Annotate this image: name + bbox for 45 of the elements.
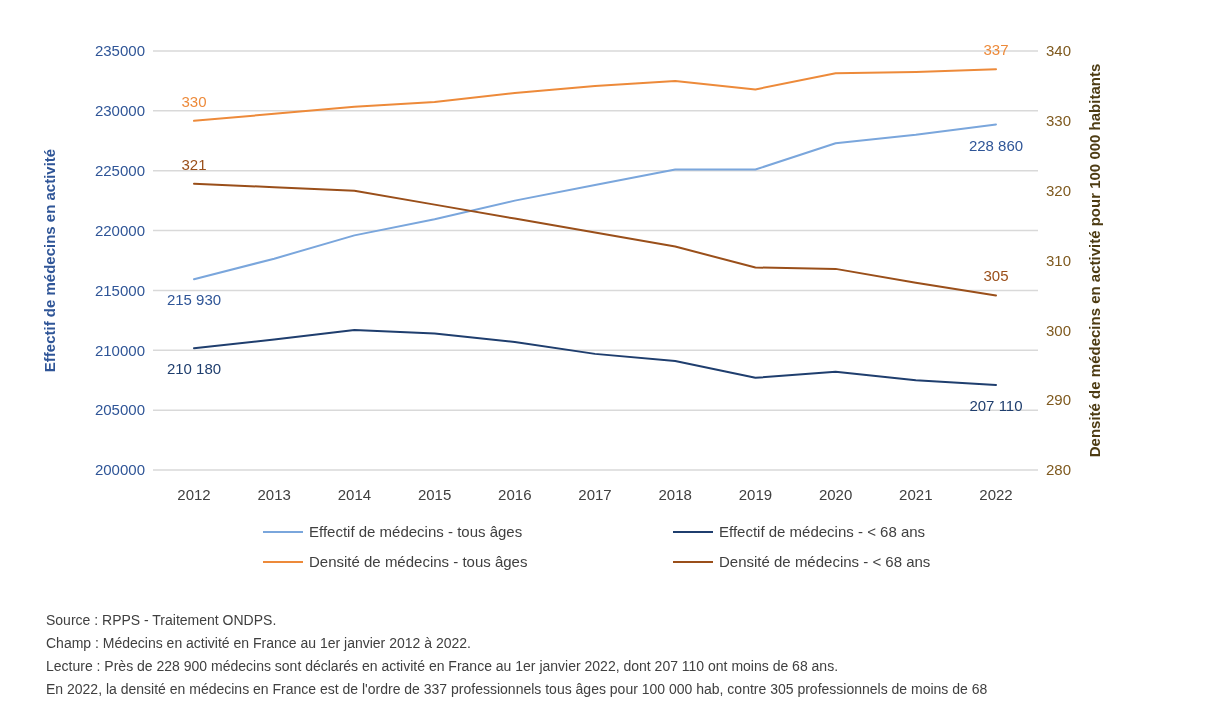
x-tick-label: 2017 (578, 486, 612, 503)
line-series (193, 328, 997, 386)
y2-tick-label: 280 (1046, 461, 1072, 479)
x-tick-label: 2021 (899, 486, 933, 503)
legend-label: Densité de médecins - < 68 ans (719, 553, 931, 571)
y-tick-label: 200000 (94, 461, 145, 479)
text: En 2022, la densité en médecins en France est de l'ordre de 337 professionnels tous âges pour 100 000 hab, contre 305 professionnels de moins de 68 (46, 681, 988, 697)
y-tick-label: 235000 (94, 42, 145, 60)
data-label: 210 180 (166, 360, 222, 378)
y2-tick-label: 300 (1046, 321, 1072, 339)
y2-tick-label: 330 (1046, 112, 1072, 130)
y2-tick-label: 310 (1046, 251, 1072, 269)
y-tick-label: 210000 (94, 341, 145, 359)
y-tick-label: 225000 (94, 161, 145, 179)
x-tick-label: 2012 (177, 486, 211, 503)
data-label: 215 930 (166, 291, 222, 309)
y2-axis-title: Densité de médecins en activité pour 100 000 habitants (1086, 63, 1103, 458)
x-tick-label: 2022 (979, 486, 1013, 503)
data-label: 228 860 (968, 136, 1024, 154)
text: Champ : Médecins en activité en France au 1er janvier 2012 à 2022. (46, 635, 471, 651)
x-tick-label: 2018 (658, 486, 692, 503)
text: Lecture : Près de 228 900 médecins sont déclarés en activité en France au 1er janvier 2022, dont 207 110 ont moins de 68 ans. (46, 658, 839, 674)
y-tick-label: 220000 (94, 221, 145, 239)
x-tick-label: 2013 (257, 486, 291, 503)
y2-tick-label: 320 (1046, 181, 1072, 199)
data-label: 337 (983, 41, 1009, 59)
x-tick-label: 2019 (738, 486, 773, 503)
legend-label: Densité de médecins - tous âges (309, 553, 528, 571)
data-label: 321 (181, 155, 207, 173)
legend-label: Effectif de médecins - < 68 ans (719, 523, 926, 541)
data-label: 207 110 (969, 396, 1023, 414)
data-label: 305 (983, 267, 1009, 285)
y-tick-label: 230000 (94, 102, 145, 120)
y-tick-label: 215000 (94, 281, 145, 299)
y2-tick-label: 340 (1046, 42, 1072, 60)
data-label: 330 (181, 92, 207, 110)
y2-tick-label: 290 (1046, 391, 1072, 409)
x-tick-label: 2020 (818, 486, 853, 503)
x-tick-label: 2014 (337, 486, 372, 503)
y-tick-label: 205000 (94, 401, 145, 419)
legend-label: Effectif de médecins - tous âges (309, 523, 523, 541)
x-tick-label: 2015 (417, 486, 452, 503)
y-axis-title: Effectif de médecins en activité (41, 148, 58, 373)
source-note: Source : RPPS - Traitement ONDPS. (46, 612, 277, 628)
x-tick-label: 2016 (498, 486, 532, 503)
